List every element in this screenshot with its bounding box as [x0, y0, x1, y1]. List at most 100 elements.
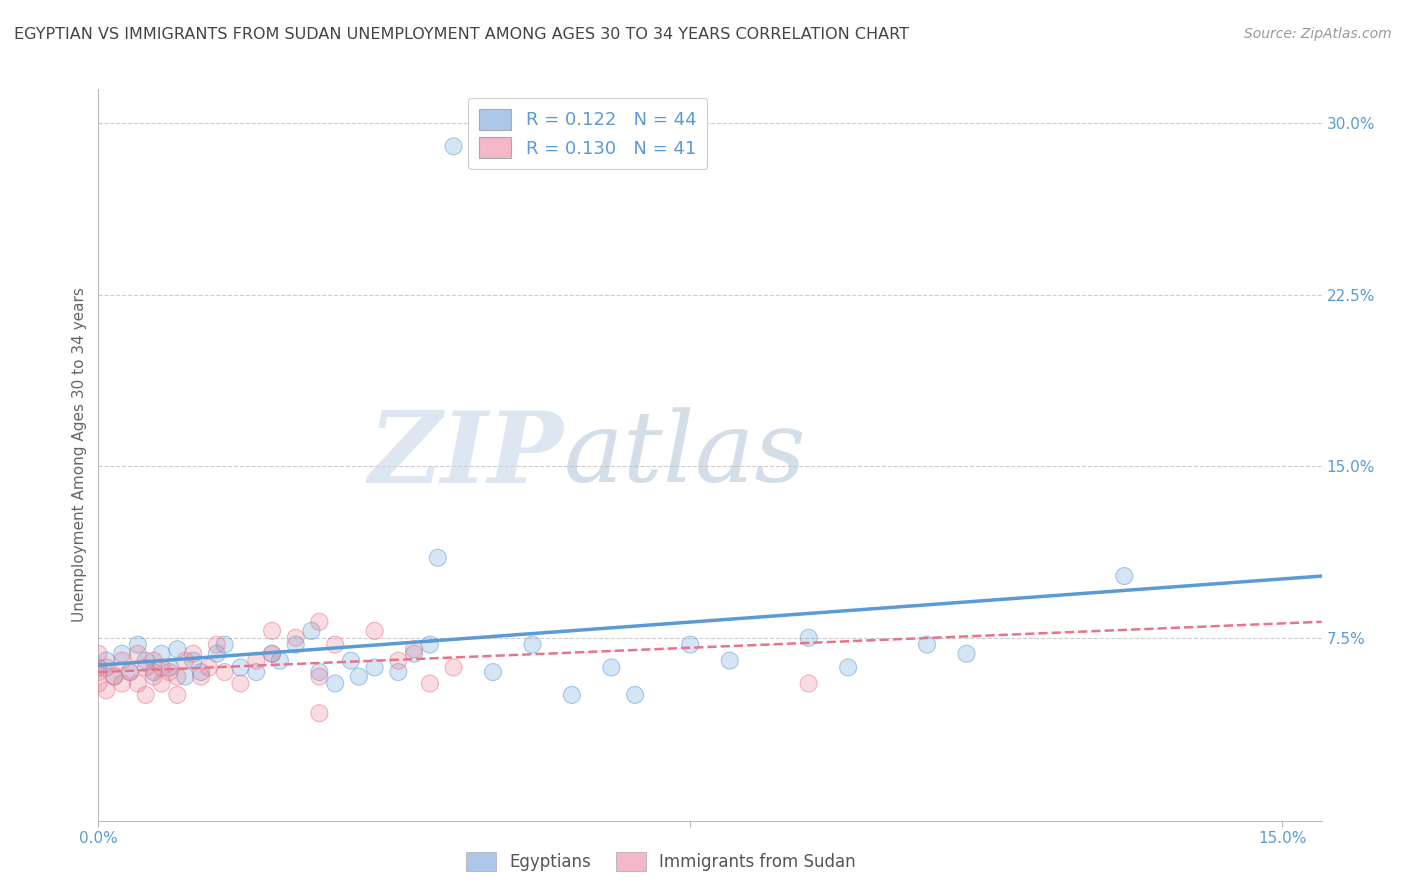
Point — [166, 670, 188, 684]
Point — [1114, 569, 1136, 583]
Point — [87, 665, 110, 679]
Point — [679, 638, 702, 652]
Point — [363, 660, 385, 674]
Point — [87, 676, 110, 690]
Point — [111, 676, 134, 690]
Point — [111, 647, 134, 661]
Point — [301, 624, 323, 638]
Point — [198, 660, 221, 674]
Point — [404, 647, 426, 661]
Point — [96, 660, 118, 674]
Point — [387, 654, 409, 668]
Point — [142, 665, 165, 679]
Point — [260, 647, 283, 661]
Point — [142, 654, 165, 668]
Point — [111, 676, 134, 690]
Point — [260, 647, 283, 661]
Point — [347, 670, 370, 684]
Point — [308, 670, 330, 684]
Point — [308, 665, 330, 679]
Point — [103, 670, 125, 684]
Point — [323, 638, 346, 652]
Point — [127, 676, 149, 690]
Point — [205, 638, 228, 652]
Point — [181, 647, 204, 661]
Point — [190, 670, 212, 684]
Point — [166, 688, 188, 702]
Point — [323, 676, 346, 690]
Point — [181, 654, 204, 668]
Point — [205, 647, 228, 661]
Point — [308, 665, 330, 679]
Point — [96, 683, 118, 698]
Point — [111, 647, 134, 661]
Point — [837, 660, 859, 674]
Point — [284, 638, 307, 652]
Point — [404, 642, 426, 657]
Point — [797, 676, 820, 690]
Point — [443, 660, 465, 674]
Point — [214, 665, 236, 679]
Point — [87, 660, 110, 674]
Point — [181, 654, 204, 668]
Point — [245, 665, 267, 679]
Point — [103, 670, 125, 684]
Point — [174, 654, 197, 668]
Point — [214, 638, 236, 652]
Point — [679, 638, 702, 652]
Point — [150, 647, 173, 661]
Point — [245, 654, 267, 668]
Point — [166, 688, 188, 702]
Point — [150, 676, 173, 690]
Point — [205, 647, 228, 661]
Point — [190, 670, 212, 684]
Point — [387, 654, 409, 668]
Point — [308, 670, 330, 684]
Point — [205, 638, 228, 652]
Point — [284, 631, 307, 645]
Point — [387, 665, 409, 679]
Text: Source: ZipAtlas.com: Source: ZipAtlas.com — [1244, 27, 1392, 41]
Point — [174, 670, 197, 684]
Text: EGYPTIAN VS IMMIGRANTS FROM SUDAN UNEMPLOYMENT AMONG AGES 30 TO 34 YEARS CORRELA: EGYPTIAN VS IMMIGRANTS FROM SUDAN UNEMPL… — [14, 27, 910, 42]
Point — [135, 654, 157, 668]
Point — [387, 665, 409, 679]
Point — [419, 638, 441, 652]
Point — [166, 642, 188, 657]
Point — [301, 624, 323, 638]
Point — [174, 670, 197, 684]
Point — [190, 665, 212, 679]
Point — [837, 660, 859, 674]
Point — [363, 660, 385, 674]
Point — [127, 638, 149, 652]
Point — [340, 654, 363, 668]
Point — [443, 139, 465, 153]
Point — [308, 615, 330, 629]
Point — [190, 665, 212, 679]
Point — [127, 638, 149, 652]
Point — [915, 638, 938, 652]
Point — [624, 688, 647, 702]
Point — [323, 638, 346, 652]
Point — [260, 647, 283, 661]
Point — [284, 638, 307, 652]
Point — [718, 654, 741, 668]
Point — [245, 665, 267, 679]
Point — [269, 654, 291, 668]
Point — [96, 654, 118, 668]
Point — [135, 660, 157, 674]
Point — [150, 660, 173, 674]
Point — [419, 676, 441, 690]
Point — [214, 638, 236, 652]
Point — [87, 676, 110, 690]
Point — [159, 660, 181, 674]
Point — [340, 654, 363, 668]
Point — [308, 706, 330, 721]
Point — [111, 654, 134, 668]
Point — [260, 624, 283, 638]
Point — [96, 660, 118, 674]
Point — [118, 665, 141, 679]
Point — [955, 647, 977, 661]
Point — [142, 654, 165, 668]
Point — [135, 688, 157, 702]
